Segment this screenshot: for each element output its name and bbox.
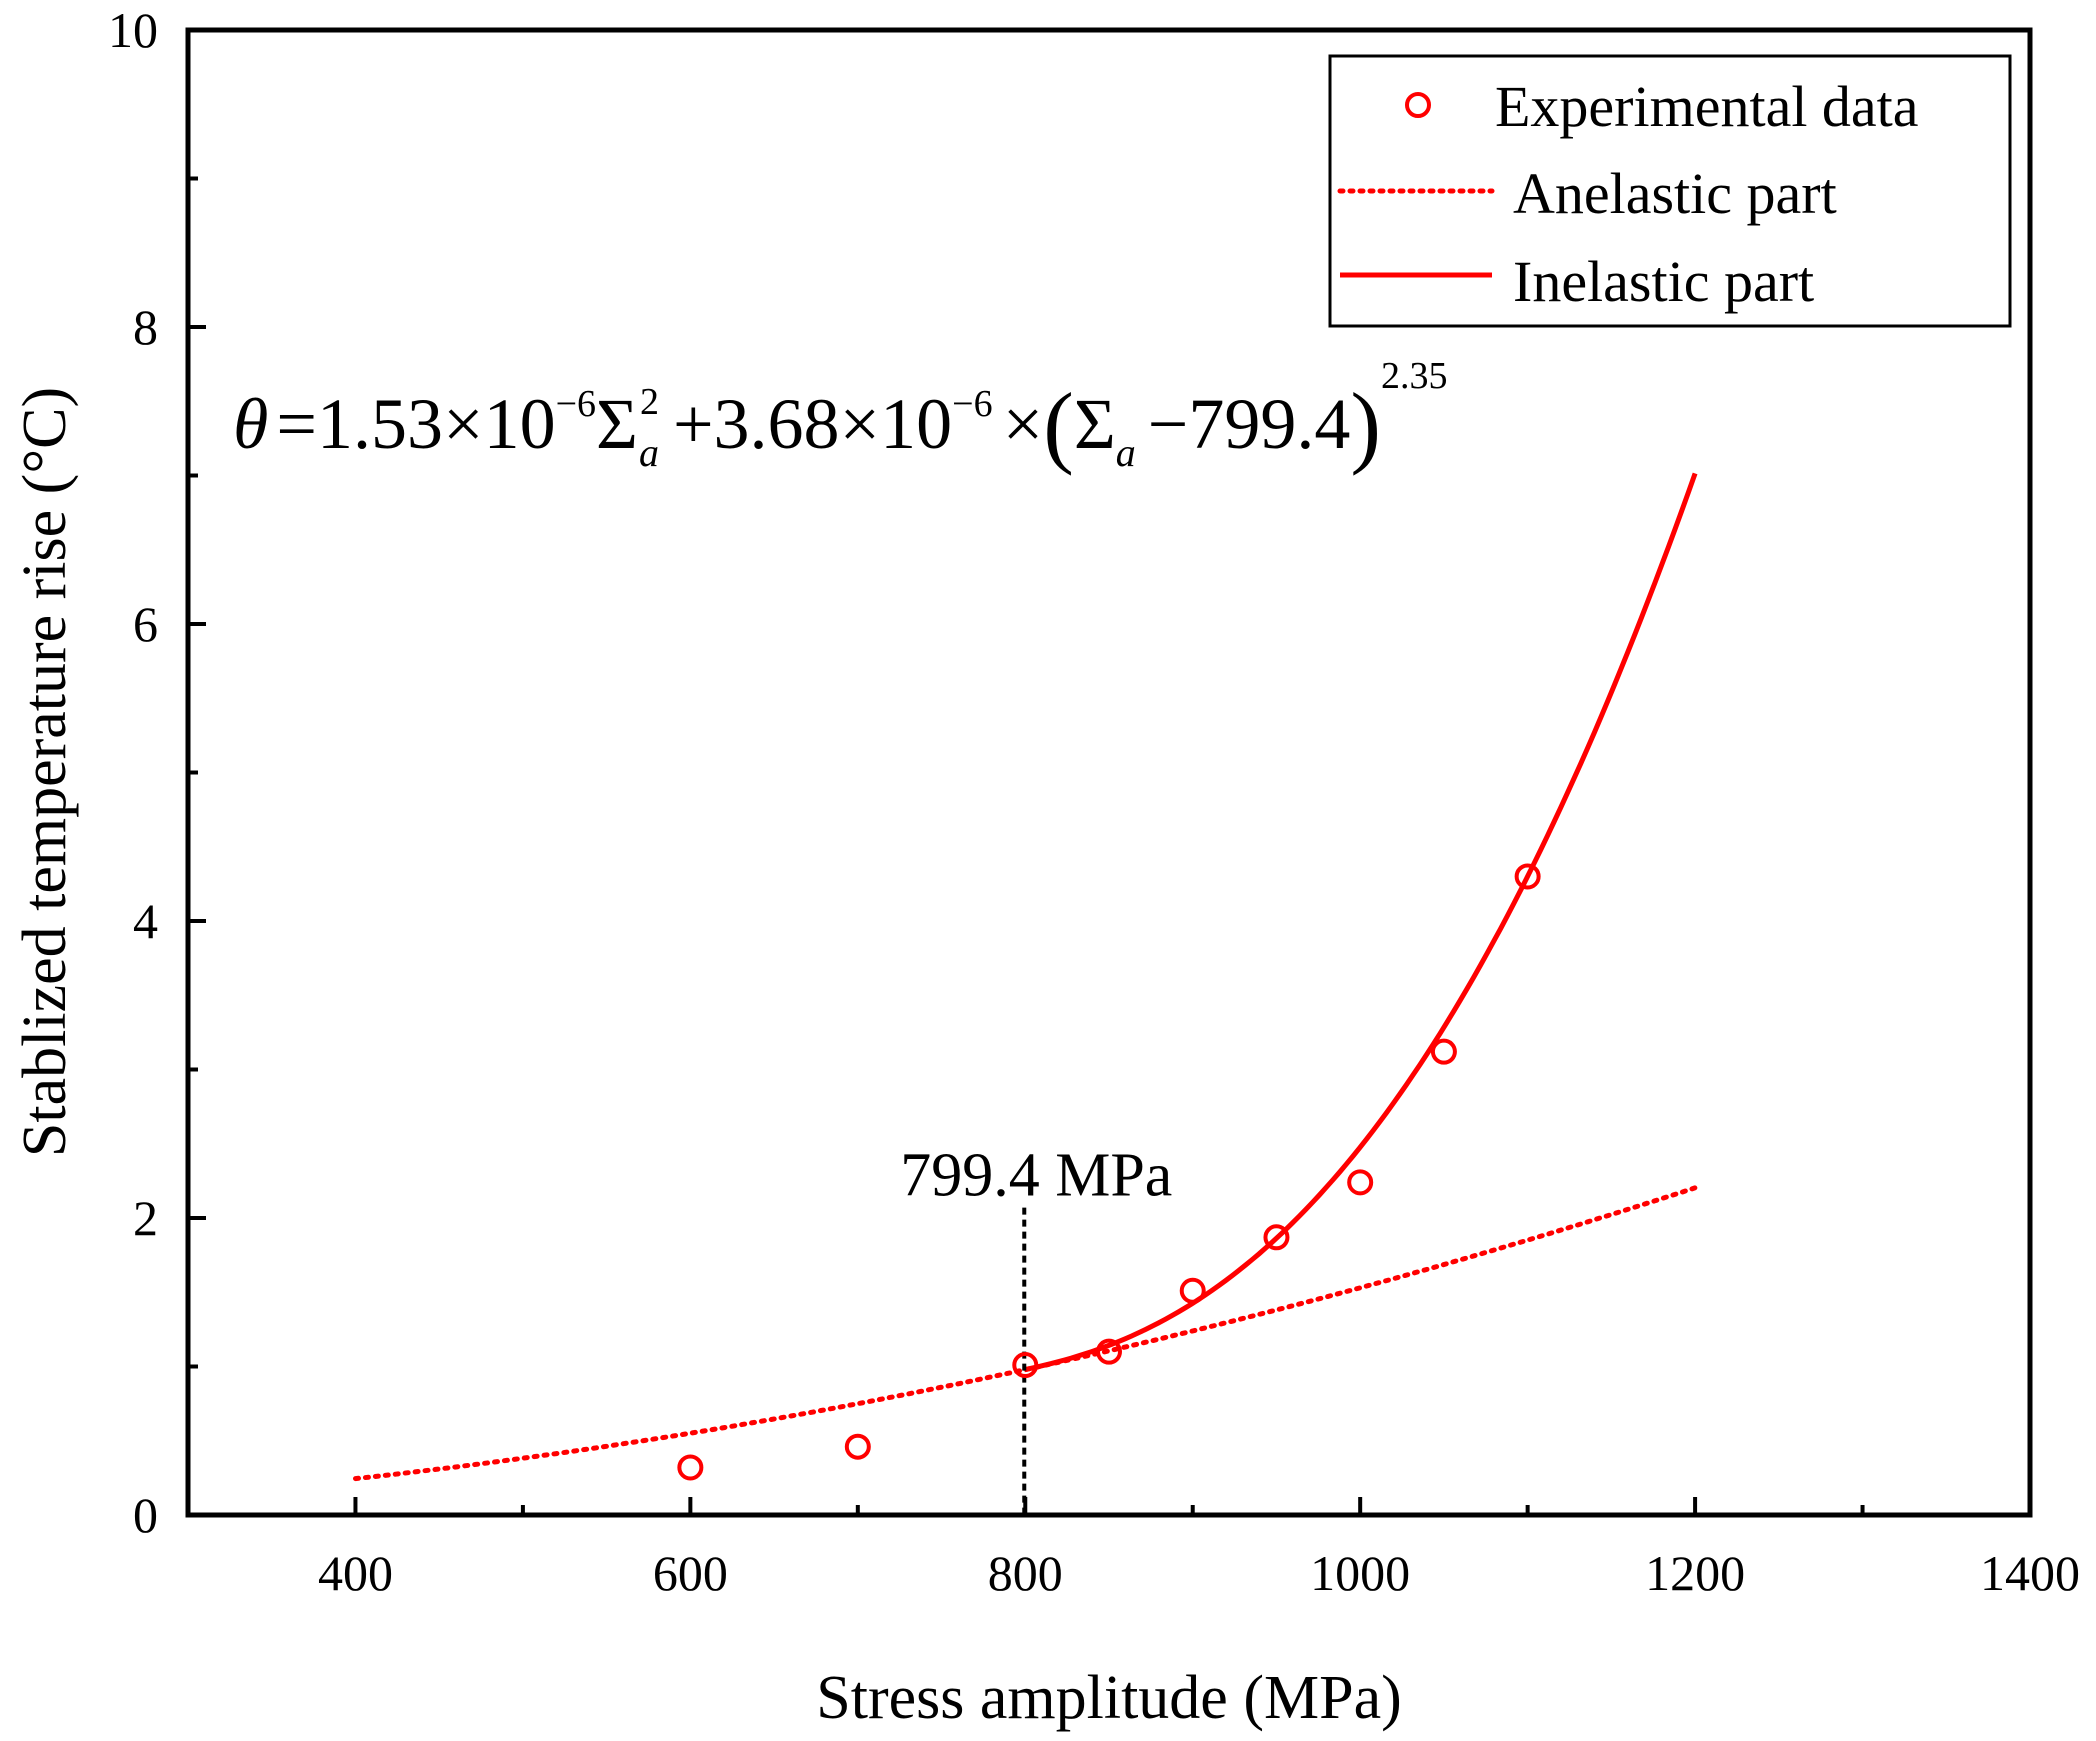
y-tick-label: 2 (133, 1190, 158, 1246)
equation-text: θ =1.53×10−6Σ2 a +3.68×10−6 ×(Σa −799.4)2.35 (233, 355, 1448, 476)
legend: Experimental data Anelastic part Inelast… (1328, 54, 2012, 328)
experimental-points (677, 863, 1541, 1481)
threshold-label: 799.4 MPa (900, 1142, 1172, 1210)
x-tick-label: 1400 (1980, 1545, 2080, 1601)
x-tick-label: 600 (653, 1545, 728, 1601)
legend-label-inelastic: Inelastic part (1513, 249, 1814, 314)
y-axis-title: Stablized temperature rise (°C) (11, 387, 79, 1157)
experimental-point (1012, 1352, 1039, 1379)
experimental-point (1179, 1277, 1206, 1304)
legend-marker-experimental (1405, 92, 1431, 118)
experimental-point (677, 1454, 704, 1481)
equation: θ =1.53×10−6Σ2 a +3.68×10−6 ×(Σa −799.4)2.35 (233, 355, 1448, 476)
x-tick-label: 400 (318, 1545, 393, 1601)
y-tick-label: 6 (133, 596, 158, 652)
y-tick-label: 0 (133, 1487, 158, 1543)
y-tick-label: 4 (133, 893, 158, 949)
x-ticks: 400 600 800 1000 1200 1400 (318, 1497, 2080, 1601)
legend-label-experimental: Experimental data (1495, 74, 1919, 139)
x-tick-label: 1000 (1310, 1545, 1410, 1601)
y-ticks: 0 2 4 6 8 10 (108, 2, 206, 1543)
y-tick-label: 8 (133, 299, 158, 355)
experimental-point (1430, 1038, 1457, 1065)
experimental-point (1347, 1169, 1374, 1196)
experimental-point (1514, 863, 1541, 890)
x-axis-title: Stress amplitude (MPa) (816, 1664, 1402, 1732)
y-tick-label: 10 (108, 2, 158, 58)
x-tick-label: 1200 (1645, 1545, 1745, 1601)
legend-label-anelastic: Anelastic part (1513, 161, 1837, 226)
x-tick-label: 800 (988, 1545, 1063, 1601)
experimental-point (1263, 1224, 1290, 1251)
inelastic-curve (1023, 472, 1698, 1373)
experimental-point (844, 1433, 871, 1460)
experimental-point (1096, 1338, 1122, 1365)
